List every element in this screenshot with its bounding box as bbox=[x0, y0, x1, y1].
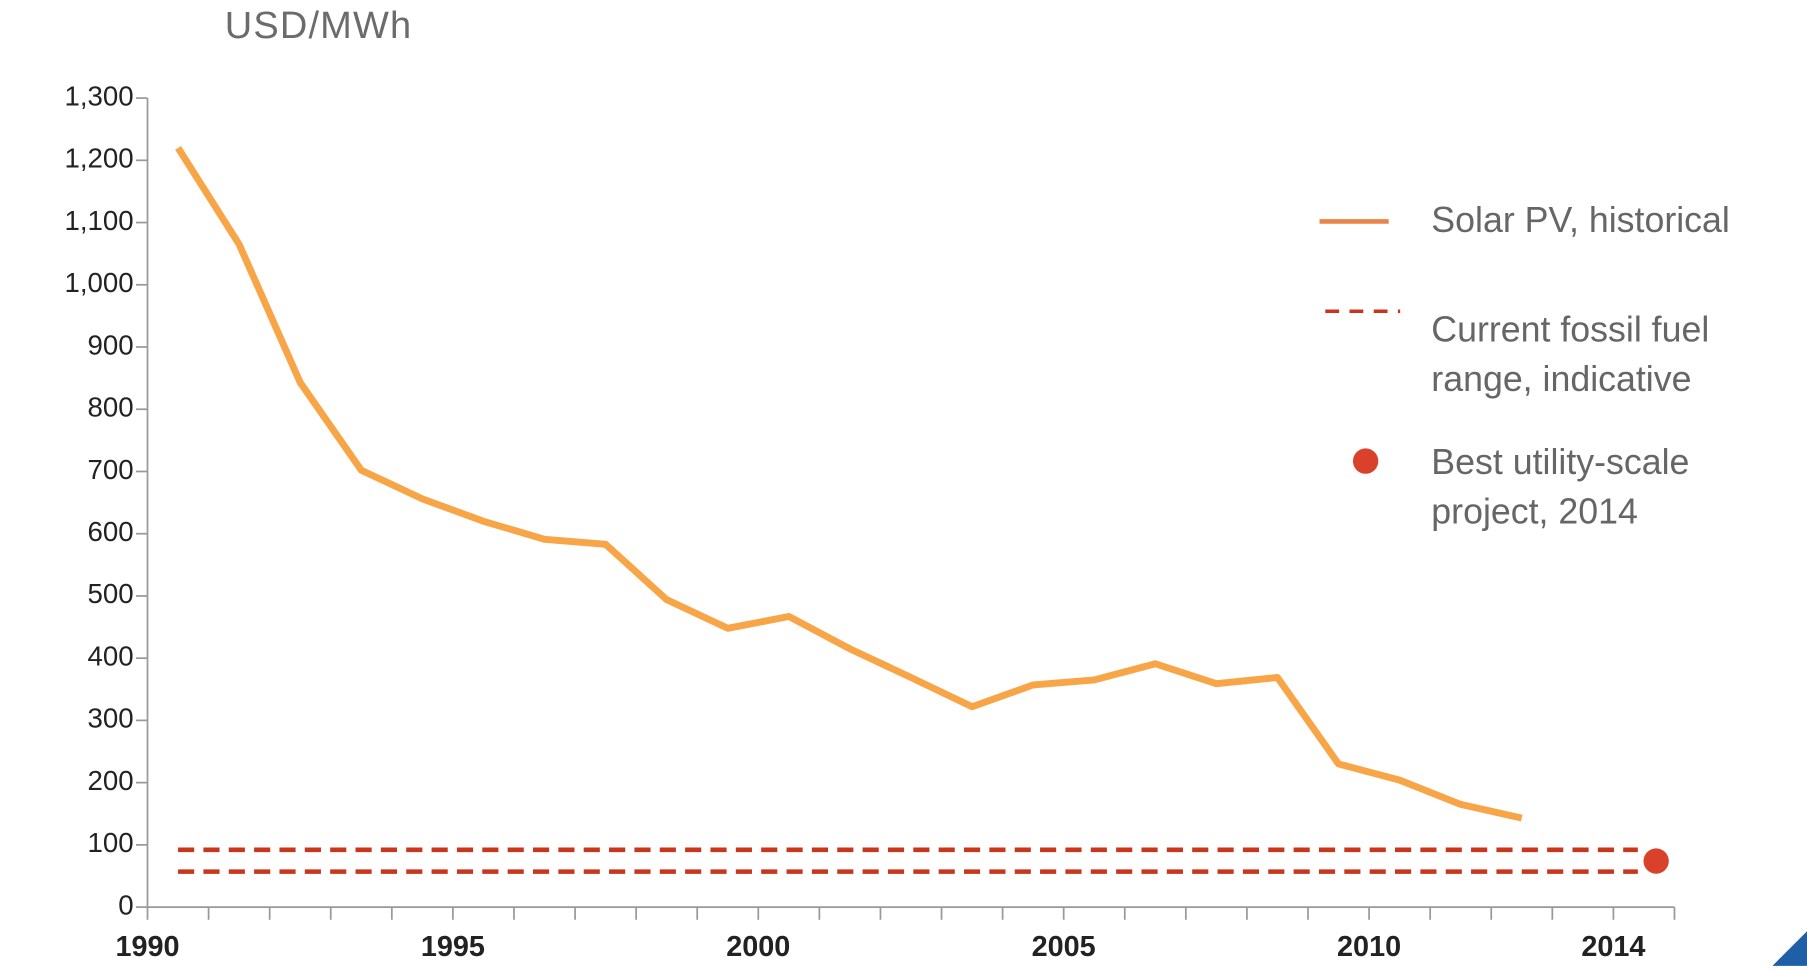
corner-decoration bbox=[1772, 931, 1807, 966]
y-tick-label: 1,000 bbox=[65, 267, 134, 298]
y-axis-label: USD/MWh bbox=[225, 5, 413, 47]
y-tick-label: 900 bbox=[88, 329, 134, 360]
legend-label: Current fossil fuel range, indicative bbox=[1431, 308, 1710, 400]
x-tick-label: 2014 bbox=[1581, 931, 1645, 963]
y-tick-label: 1,200 bbox=[65, 143, 134, 174]
legend-item: Current fossil fuel range, indicative bbox=[1431, 308, 1710, 400]
legend-label: Best utility-scale project, 2014 bbox=[1431, 441, 1690, 532]
y-tick-label: 400 bbox=[88, 640, 134, 671]
x-tick-label: 2010 bbox=[1337, 931, 1401, 963]
y-tick-label: 800 bbox=[88, 392, 134, 423]
y-tick-label: 100 bbox=[88, 827, 134, 858]
x-tick-label: 1995 bbox=[421, 931, 485, 963]
x-tick-label: 1990 bbox=[115, 931, 179, 963]
y-tick-label: 1,100 bbox=[65, 205, 134, 236]
best-project-point bbox=[1643, 848, 1669, 874]
y-tick-label: 0 bbox=[118, 889, 133, 920]
legend-swatch bbox=[1352, 448, 1379, 474]
y-tick-label: 200 bbox=[88, 765, 134, 796]
legend-label: Solar PV, historical bbox=[1431, 199, 1730, 240]
y-tick-label: 600 bbox=[88, 516, 134, 547]
y-tick-label: 1,300 bbox=[65, 80, 134, 111]
y-tick-label: 700 bbox=[88, 454, 134, 485]
x-tick-label: 2005 bbox=[1032, 931, 1096, 963]
x-tick-label: 2000 bbox=[726, 931, 790, 963]
legend-item: Solar PV, historical bbox=[1431, 199, 1730, 240]
legend-item: Best utility-scale project, 2014 bbox=[1431, 441, 1690, 532]
y-tick-label: 300 bbox=[88, 703, 134, 734]
y-tick-label: 500 bbox=[88, 578, 134, 609]
solar-line bbox=[175, 146, 1523, 822]
